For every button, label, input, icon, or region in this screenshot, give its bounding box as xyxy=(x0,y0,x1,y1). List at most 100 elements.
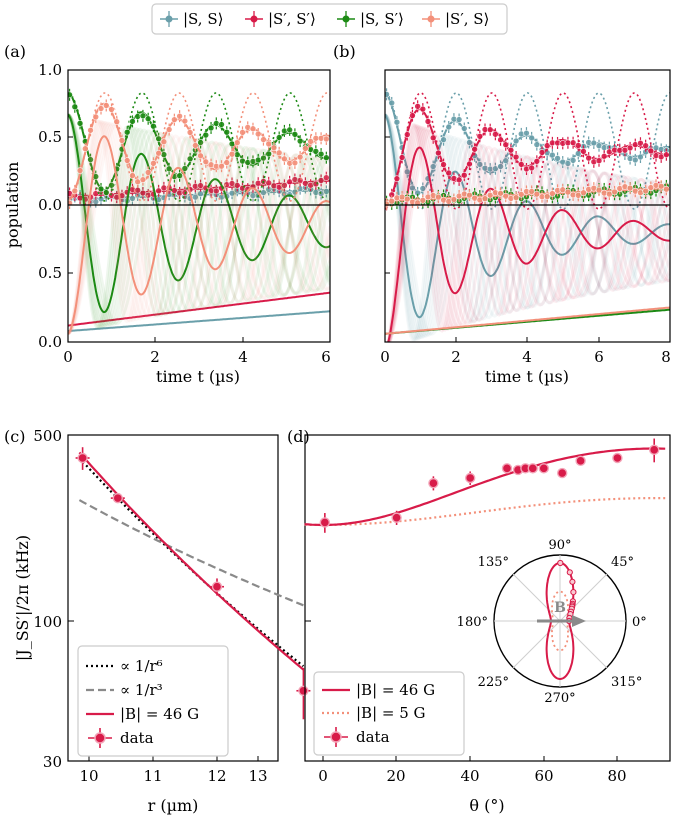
point-a-SpS xyxy=(323,135,330,143)
point-b-SpSp xyxy=(429,134,437,142)
ensemble-a-SSp xyxy=(68,113,330,329)
legend-c-46G: |B| = 46 G xyxy=(120,705,199,723)
point-a-SpS xyxy=(291,159,299,167)
point-a-SSp xyxy=(102,189,110,196)
d-xtick-40: 40 xyxy=(460,767,479,785)
point-b-SS xyxy=(564,160,572,167)
point-b-SS xyxy=(388,99,396,107)
point-b-SpSp xyxy=(642,142,649,149)
point-a-SpS xyxy=(233,139,241,146)
point-a-SpSp xyxy=(317,177,325,184)
point-b-SpSp xyxy=(626,144,634,152)
sim-b-SS xyxy=(385,114,670,319)
point-b-SS xyxy=(409,184,416,192)
point-b-SpS xyxy=(403,195,411,203)
a-ytick-bot-0: 0.0 xyxy=(38,333,62,351)
ensemble-b-SpSp xyxy=(387,125,670,342)
point-b-SS xyxy=(455,116,463,123)
ensemble-a-SpS xyxy=(68,120,330,335)
point-a-SSp xyxy=(68,91,73,99)
point-a-SpS xyxy=(260,136,267,143)
point-b-SpSp xyxy=(486,126,494,133)
point-b-SpSp xyxy=(445,169,453,177)
point-b-SpS xyxy=(580,189,587,197)
d-data-point xyxy=(527,463,538,474)
ensemble-a-SpS xyxy=(68,123,330,336)
point-b-SS xyxy=(460,125,468,132)
point-b-SpSp xyxy=(533,158,541,165)
polar-135: 135° xyxy=(478,555,509,570)
a-xtick-1: 2 xyxy=(150,348,160,366)
ensemble-a-SSp xyxy=(68,113,330,326)
ensemble-b-SpSp xyxy=(388,129,670,342)
point-a-SSp xyxy=(197,139,204,146)
ensemble-b-SpSp xyxy=(387,127,670,342)
ensemble-b-SS xyxy=(385,113,670,336)
point-b-SpSp xyxy=(398,154,406,161)
point-b-SpS xyxy=(517,191,525,198)
legend-c-data: data xyxy=(120,729,154,747)
ab-ylabel: population xyxy=(3,162,22,249)
point-a-SpS xyxy=(202,158,210,166)
point-b-SS xyxy=(385,91,390,98)
ensemble-b-SS xyxy=(385,113,670,341)
ensemble-a-SSp xyxy=(68,113,330,327)
point-a-SSp xyxy=(108,181,115,189)
point-a-SSp xyxy=(97,185,105,193)
point-b-SS xyxy=(512,137,520,145)
point-a-SpS xyxy=(129,172,136,179)
point-a-SpS xyxy=(150,159,157,167)
point-a-SSp xyxy=(144,115,152,123)
a-xlabel: time t (µs) xyxy=(156,367,240,386)
ensemble-a-SSp xyxy=(68,113,330,327)
point-b-SpSp xyxy=(538,149,546,156)
point-b-SpS xyxy=(657,182,665,190)
point-b-SpS xyxy=(564,188,572,196)
point-a-SpS xyxy=(197,152,204,160)
point-a-SSp xyxy=(281,127,288,135)
point-b-SpS xyxy=(642,187,649,195)
d-xtick-60: 60 xyxy=(534,767,553,785)
point-a-SSp xyxy=(202,131,210,139)
point-b-SS xyxy=(631,156,639,164)
point-b-SpS xyxy=(543,193,551,200)
point-b-SpSp xyxy=(414,103,421,110)
legend-c-data-marker xyxy=(94,732,106,744)
point-a-SpS xyxy=(144,169,152,176)
point-b-SpS xyxy=(533,190,541,198)
point-a-SSp xyxy=(286,126,293,134)
ensemble-b-SS xyxy=(385,113,670,339)
d-data-point xyxy=(557,467,568,479)
c-ytick-100: 100 xyxy=(33,613,62,631)
panel-a-yticks: 0.0 0.5 1.0 0.5 0.0 xyxy=(38,61,73,351)
point-a-SpS xyxy=(97,105,105,112)
point-b-SpS xyxy=(528,188,535,195)
point-a-SSp xyxy=(129,118,136,125)
point-b-SS xyxy=(445,123,453,131)
point-a-SpS xyxy=(281,155,288,163)
point-b-SpS xyxy=(497,189,504,197)
point-a-SpS xyxy=(160,138,168,146)
point-b-SS xyxy=(502,157,510,165)
a-xtick-2: 4 xyxy=(238,348,248,366)
point-b-SpSp xyxy=(492,130,499,138)
d-xtick-20: 20 xyxy=(386,767,405,785)
d-xtick-80: 80 xyxy=(607,767,626,785)
point-b-SS xyxy=(393,118,401,126)
point-b-SpS xyxy=(450,196,458,203)
point-a-SpS xyxy=(192,142,199,149)
legend-entry-SSp: |S, S′⟩ xyxy=(337,10,404,28)
point-b-SpS xyxy=(419,197,427,204)
point-b-SpSp xyxy=(600,152,608,160)
ideal-b-SS xyxy=(385,92,670,210)
c-data-point xyxy=(298,685,309,696)
c-xtick-10: 10 xyxy=(79,767,98,785)
point-b-SpS xyxy=(626,184,634,192)
b-xtick-4: 8 xyxy=(661,348,671,366)
top-legend: |S, S⟩ |S′, S′⟩ |S, S′⟩ |S′, S⟩ xyxy=(151,3,508,35)
d-data-point xyxy=(391,512,402,523)
point-b-SS xyxy=(429,163,437,170)
ensemble-a-SpS xyxy=(68,122,330,336)
point-a-SSp xyxy=(76,120,84,127)
